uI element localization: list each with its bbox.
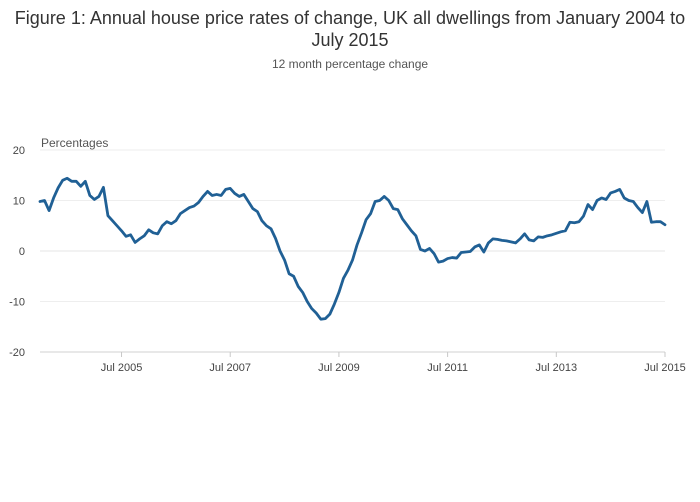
- y-tick-label: 0: [19, 246, 25, 258]
- x-tick-label: Jul 2007: [209, 362, 251, 374]
- x-tick-label: Jul 2013: [536, 362, 578, 374]
- x-tick-label: Jul 2011: [427, 362, 468, 374]
- x-tick-label: Jul 2005: [101, 362, 143, 374]
- x-tick-label: Jul 2009: [318, 362, 360, 374]
- x-tick-label: Jul 2015: [644, 362, 686, 374]
- y-tick-label: -10: [9, 297, 25, 309]
- y-tick-label: 20: [13, 145, 25, 157]
- chart-title: Figure 1: Annual house price rates of ch…: [14, 8, 686, 50]
- chart-subtitle: 12 month percentage change: [271, 57, 429, 71]
- y-tick-label: -20: [9, 347, 25, 359]
- series-line: [38, 176, 667, 321]
- y-tick-label: 10: [13, 196, 25, 208]
- y-axis-label: Percentages: [41, 136, 108, 150]
